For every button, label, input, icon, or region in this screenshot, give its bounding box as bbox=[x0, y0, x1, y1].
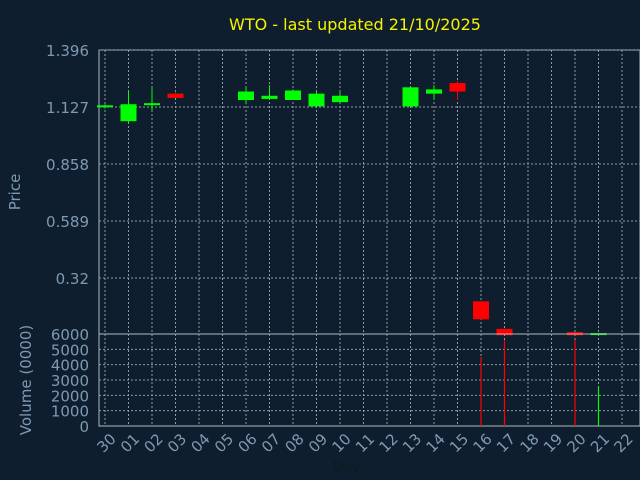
volume-tick-label: 5000 bbox=[51, 341, 89, 359]
candle-body bbox=[332, 95, 348, 103]
candle-body bbox=[473, 301, 489, 320]
volume-tick-label: 3000 bbox=[51, 372, 89, 390]
volume-tick-label: 4000 bbox=[51, 357, 89, 375]
x-tick-label: 15 bbox=[446, 430, 472, 456]
x-tick-label: 22 bbox=[611, 430, 637, 456]
x-tick-label: 30 bbox=[94, 430, 120, 456]
x-tick-label: 01 bbox=[117, 430, 143, 456]
x-tick-label: 13 bbox=[399, 430, 425, 456]
price-tick-label: 1.396 bbox=[46, 42, 89, 60]
candle-body bbox=[167, 93, 184, 98]
candle-body bbox=[97, 105, 113, 108]
x-tick-label: 11 bbox=[352, 430, 378, 456]
candle-body bbox=[496, 328, 513, 336]
volume-bar-series bbox=[480, 340, 600, 426]
candle-body bbox=[238, 91, 254, 101]
x-tick-label: 20 bbox=[564, 430, 590, 456]
candle-body bbox=[426, 89, 442, 94]
price-axis-label: Price bbox=[6, 174, 24, 211]
chart-title: WTO - last updated 21/10/2025 bbox=[229, 15, 481, 34]
candle-body bbox=[308, 93, 325, 107]
volume-tick-label: 6000 bbox=[51, 326, 89, 344]
x-tick-label: 10 bbox=[329, 430, 355, 456]
volume-axis-label: Volume (0000) bbox=[17, 325, 35, 435]
volume-gridlines bbox=[99, 334, 640, 426]
x-tick-label: 06 bbox=[235, 430, 261, 456]
x-tick-label: 17 bbox=[493, 430, 519, 456]
x-tick-label: 21 bbox=[587, 430, 613, 456]
x-tick-label: 04 bbox=[188, 430, 214, 456]
x-tick-label: 14 bbox=[423, 430, 449, 456]
x-tick-label: 18 bbox=[517, 430, 543, 456]
x-tick-label: 19 bbox=[540, 430, 566, 456]
candle-body bbox=[144, 103, 160, 106]
price-tick-label: 0.858 bbox=[46, 156, 89, 174]
x-tick-label: 16 bbox=[470, 430, 496, 456]
x-axis-label: Day bbox=[333, 459, 361, 475]
x-tick-label: 02 bbox=[141, 430, 167, 456]
volume-tick-label: 1000 bbox=[51, 403, 89, 421]
price-tick-label: 0.32 bbox=[56, 270, 89, 288]
volume-tick-label: 0 bbox=[79, 418, 89, 436]
candle-body bbox=[261, 95, 278, 99]
candle-body bbox=[285, 90, 301, 101]
price-panel-frame bbox=[98, 49, 640, 335]
price-tick-label: 1.127 bbox=[46, 99, 89, 117]
x-tick-label: 09 bbox=[305, 430, 331, 456]
candlestick-series bbox=[97, 80, 607, 336]
volume-tick-label: 2000 bbox=[51, 387, 89, 405]
x-tick-label: 07 bbox=[258, 430, 284, 456]
price-tick-label: 0.589 bbox=[46, 213, 89, 231]
x-tick-label: 03 bbox=[164, 430, 190, 456]
candle-body bbox=[120, 104, 137, 122]
x-tick-label: 05 bbox=[211, 430, 237, 456]
price-gridlines bbox=[99, 49, 640, 334]
candle-body bbox=[449, 83, 466, 92]
x-tick-label: 08 bbox=[282, 430, 308, 456]
price-axis-ticks: 1.396 1.127 0.858 0.589 0.32 bbox=[46, 42, 89, 288]
candle-body bbox=[402, 87, 419, 107]
x-tick-label: 12 bbox=[376, 430, 402, 456]
x-axis-ticks: 3001020304050607080910111213141516171819… bbox=[94, 430, 637, 456]
